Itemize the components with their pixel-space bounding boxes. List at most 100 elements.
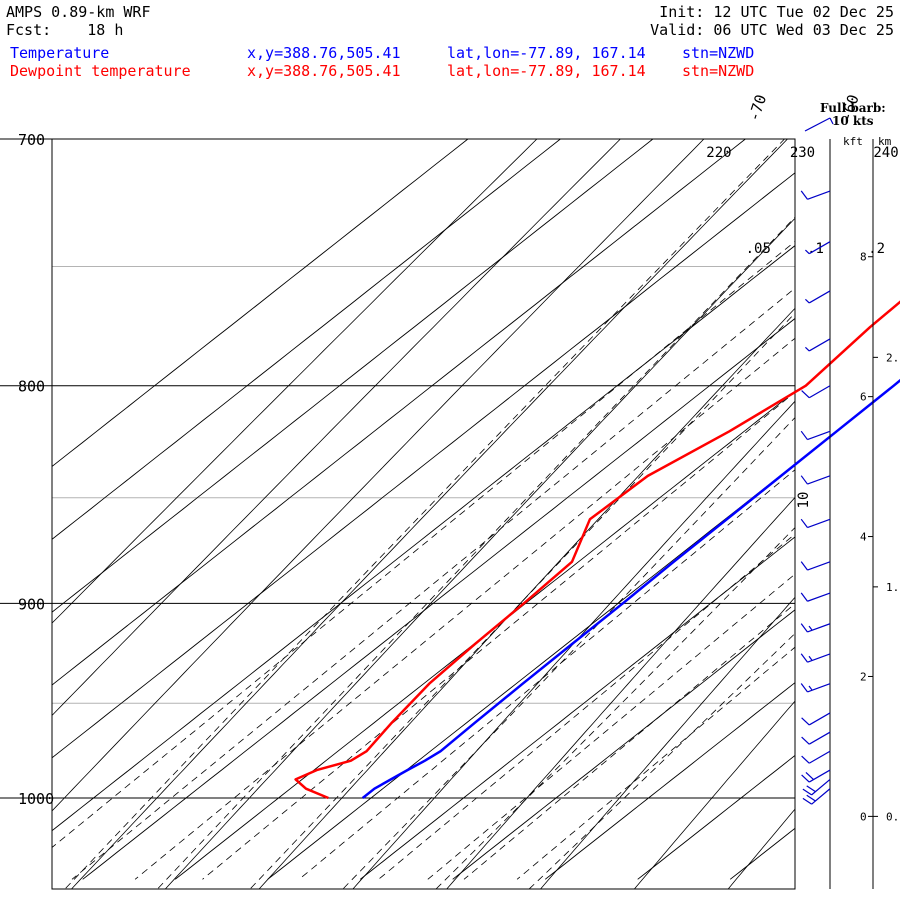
barb-legend-sample (804, 117, 831, 132)
valid-time: Valid: 06 UTC Wed 03 Dec 25 (650, 21, 894, 39)
wind-barb-flag (806, 794, 816, 802)
wind-barb (800, 653, 831, 663)
wind-barb (800, 430, 831, 441)
isotherm (359, 536, 795, 880)
wind-barb-flag (805, 771, 814, 781)
moist-adiabat (342, 417, 795, 889)
legend-dewpoint-stn: stn=NZWD (682, 62, 755, 80)
plot-frame (51, 138, 796, 890)
kft-tick-label: 8 (860, 251, 867, 264)
wind-barb-flag (808, 625, 813, 631)
wind-barb (800, 592, 831, 602)
temperature-profile (361, 378, 900, 799)
wind-barb-flag (800, 561, 808, 571)
wind-barb-shaft (807, 518, 831, 529)
wind-barb-flag (805, 298, 810, 304)
isotherm (52, 139, 654, 613)
wind-barb (805, 338, 831, 352)
wind-barb-flag (800, 683, 808, 693)
mixing-ratio-line (202, 391, 795, 880)
init-value: 12 UTC Tue 02 Dec 25 (713, 3, 894, 21)
isotherm (452, 609, 795, 880)
wind-barb-shaft (807, 683, 831, 693)
wind-barb-flag (801, 755, 810, 764)
init-label: Init: (659, 3, 705, 21)
km-tick-label: 0. (886, 810, 899, 823)
km-label: km (878, 135, 892, 148)
wind-barb-flag (808, 655, 813, 661)
mixing-ratio-line (71, 287, 795, 880)
wind-barb-flag (800, 430, 808, 440)
isotherm (52, 139, 561, 540)
wind-barb-flag (800, 653, 808, 663)
wind-barb-flag (801, 736, 810, 745)
pressure-tick-label: 700 (18, 131, 45, 149)
dry-adiabat (727, 808, 795, 889)
dry-adiabat (258, 307, 795, 889)
dry-adiabat (52, 139, 705, 812)
mixing-ratio-label: .2 (868, 241, 885, 257)
wind-barb-shaft (807, 190, 831, 200)
wind-barb-flag (801, 390, 810, 399)
wind-barb-flag (800, 518, 808, 528)
wind-barb-flag (806, 785, 816, 793)
moist-adiabat (249, 312, 795, 889)
legend-temperature-latlon: lat,lon=-77.89, 167.14 (447, 44, 646, 62)
mixing-ratio-label: .1 (807, 241, 824, 257)
wind-barb-shaft (808, 290, 831, 304)
kft-tick-label: 0 (860, 810, 867, 823)
dewpoint-profile (294, 300, 900, 800)
wind-barb-shaft (807, 475, 831, 485)
wind-barb-shaft (808, 241, 831, 255)
isotherm (544, 682, 795, 880)
wind-barb-flag (801, 774, 810, 783)
isotherm (52, 245, 795, 832)
dry-adiabat (539, 596, 795, 889)
dry-adiabat-label: 240 (873, 145, 898, 161)
legend-temperature-xy: x,y=388.76,505.41 (247, 44, 401, 62)
mixing-ratio-line (378, 533, 795, 880)
dry-adiabat (52, 139, 621, 717)
wind-barb-shaft (807, 623, 831, 633)
wind-barb (800, 561, 831, 571)
wind-barb (801, 750, 831, 764)
kft-tick-label: 6 (860, 391, 867, 404)
model-title: AMPS 0.89-km WRF (6, 3, 151, 21)
barb-legend-line1: Full barb: (820, 101, 886, 115)
isotherm (52, 172, 795, 759)
mixing-ratio-line (427, 573, 795, 880)
wind-barb (801, 712, 831, 726)
dry-adiabat (164, 217, 795, 889)
wind-barb (800, 475, 831, 485)
pressure-tick-label: 1000 (18, 790, 54, 808)
wind-barb-shaft (807, 430, 831, 441)
moist-adiabat (64, 139, 786, 889)
wind-barb-shaft (808, 731, 831, 745)
barb-legend-sample-flag (829, 117, 834, 125)
mixing-ratio-line (134, 337, 795, 880)
legend-dewpoint-xy: x,y=388.76,505.41 (247, 62, 401, 80)
wind-barb-flag (800, 623, 808, 633)
dry-adiabat-label: 220 (706, 145, 731, 161)
wind-barb-shaft (811, 778, 831, 796)
wind-barb (805, 290, 831, 304)
wind-barb-shaft (807, 592, 831, 602)
isotherm (637, 754, 795, 880)
legend-dewpoint-label: Dewpoint temperature (10, 62, 191, 80)
init-time: Init: 12 UTC Tue 02 Dec 25 (659, 3, 894, 21)
wind-barb-flag (808, 685, 813, 691)
dry-adiabat-label: 230 (790, 145, 815, 161)
isotherm (52, 139, 469, 468)
wind-barb (800, 518, 831, 529)
wind-barb (802, 788, 831, 805)
wind-barb-flag (801, 717, 810, 726)
moist-adiabat (435, 526, 795, 889)
wind-barb-shaft (807, 653, 831, 663)
legend-dewpoint-latlon: lat,lon=-77.89, 167.14 (447, 62, 646, 80)
fcst-value: 18 h (87, 21, 124, 39)
mixing-ratio-line (52, 240, 795, 848)
mixing-ratio-line (298, 469, 795, 880)
kft-tick-label: 4 (860, 531, 867, 544)
mixing-ratio-label: .05 (746, 241, 771, 257)
